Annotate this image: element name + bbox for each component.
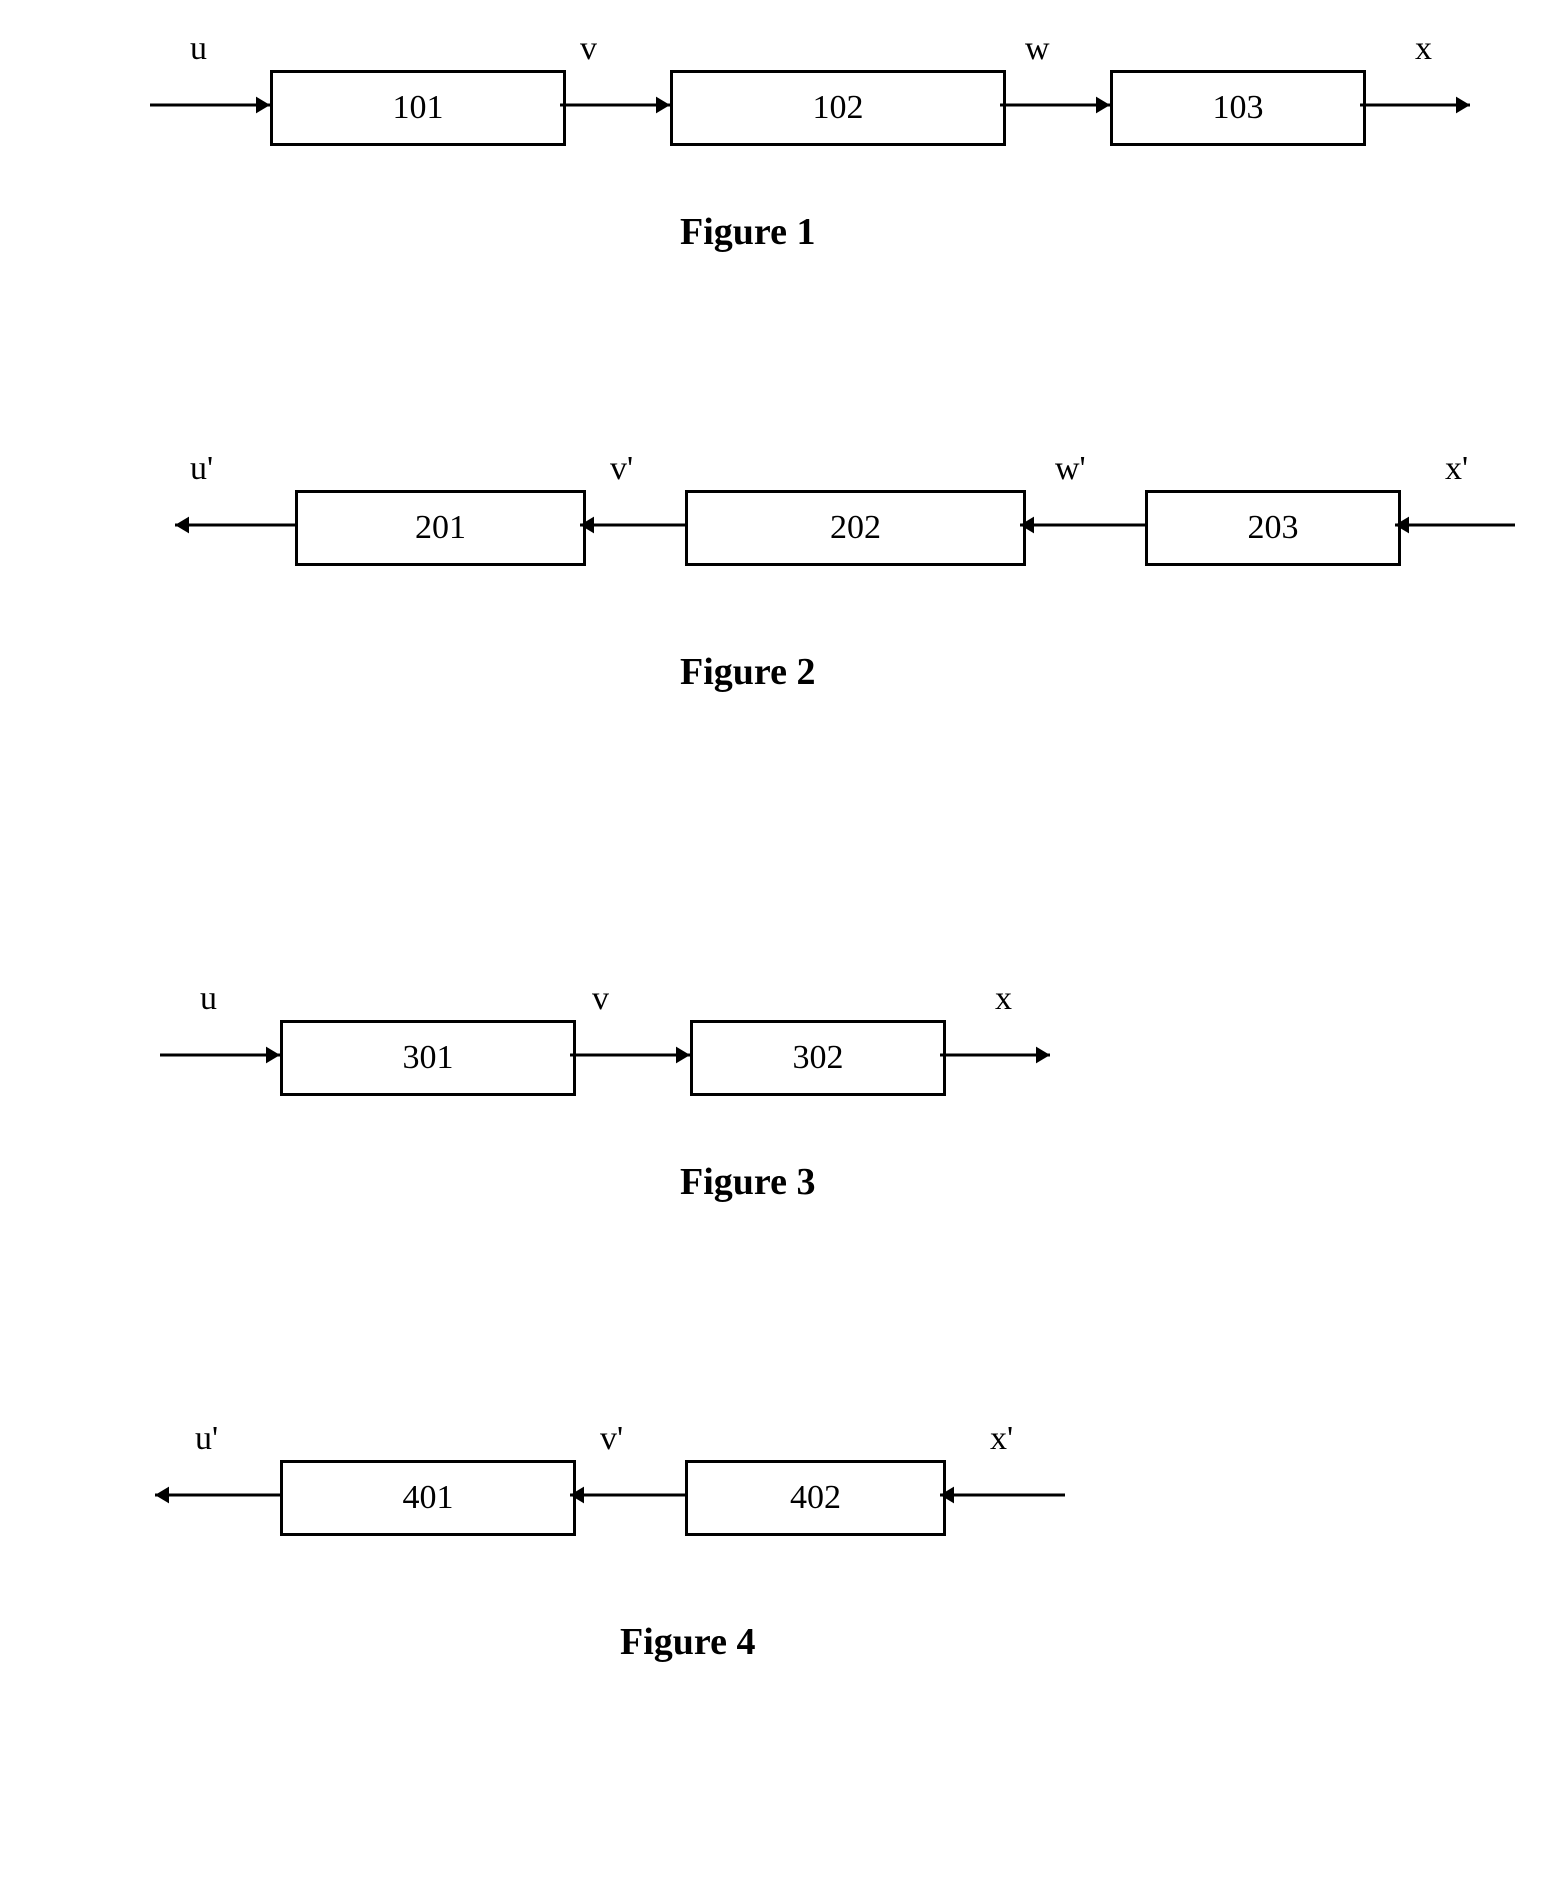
- box-202-label: 202: [830, 509, 881, 547]
- sig-u2: u': [190, 450, 213, 488]
- arrow-w2: [1004, 509, 1161, 541]
- arrow-v3: [554, 1039, 706, 1071]
- fig1-container: 101 102 103 u v w x Figure 1: [80, 30, 1480, 310]
- arrow-x4: [924, 1479, 1081, 1511]
- box-201: 201: [295, 490, 586, 566]
- fig1-caption: Figure 1: [680, 210, 815, 254]
- arrow-x: [1344, 89, 1486, 121]
- sig-w: w: [1025, 30, 1050, 68]
- sig-x3: x: [995, 980, 1012, 1018]
- sig-u3: u: [200, 980, 217, 1018]
- arrow-w: [984, 89, 1126, 121]
- sig-w2: w': [1055, 450, 1086, 488]
- arrow-x3: [924, 1039, 1066, 1071]
- arrow-u4: [139, 1479, 296, 1511]
- sig-v2: v': [610, 450, 633, 488]
- box-301: 301: [280, 1020, 576, 1096]
- box-103-label: 103: [1213, 89, 1264, 127]
- sig-v3: v: [592, 980, 609, 1018]
- sig-u: u: [190, 30, 207, 68]
- fig3-container: 301 302 u v x Figure 3: [80, 980, 1480, 1260]
- sig-u4: u': [195, 1420, 218, 1458]
- arrow-u: [134, 89, 286, 121]
- box-102: 102: [670, 70, 1006, 146]
- box-401: 401: [280, 1460, 576, 1536]
- fig4-caption: Figure 4: [620, 1620, 755, 1664]
- box-401-label: 401: [403, 1479, 454, 1517]
- sig-v: v: [580, 30, 597, 68]
- arrow-v4: [554, 1479, 701, 1511]
- box-302: 302: [690, 1020, 946, 1096]
- fig3-caption: Figure 3: [680, 1160, 815, 1204]
- box-102-label: 102: [813, 89, 864, 127]
- box-203: 203: [1145, 490, 1401, 566]
- box-203-label: 203: [1248, 509, 1299, 547]
- fig2-caption: Figure 2: [680, 650, 815, 694]
- sig-x4: x': [990, 1420, 1013, 1458]
- box-402: 402: [685, 1460, 946, 1536]
- sig-v4: v': [600, 1420, 623, 1458]
- box-101: 101: [270, 70, 566, 146]
- arrow-u2: [159, 509, 311, 541]
- arrow-x2: [1379, 509, 1531, 541]
- fig4-container: 401 402 u' v' x' Figure 4: [80, 1420, 1480, 1700]
- arrow-v: [544, 89, 686, 121]
- box-201-label: 201: [415, 509, 466, 547]
- arrow-u3: [144, 1039, 296, 1071]
- box-302-label: 302: [793, 1039, 844, 1077]
- box-103: 103: [1110, 70, 1366, 146]
- box-301-label: 301: [403, 1039, 454, 1077]
- box-101-label: 101: [393, 89, 444, 127]
- sig-x2: x': [1445, 450, 1468, 488]
- fig2-container: 201 202 203 u' v' w' x' Figure 2: [80, 450, 1480, 730]
- sig-x: x: [1415, 30, 1432, 68]
- box-402-label: 402: [790, 1479, 841, 1517]
- arrow-v2: [564, 509, 701, 541]
- box-202: 202: [685, 490, 1026, 566]
